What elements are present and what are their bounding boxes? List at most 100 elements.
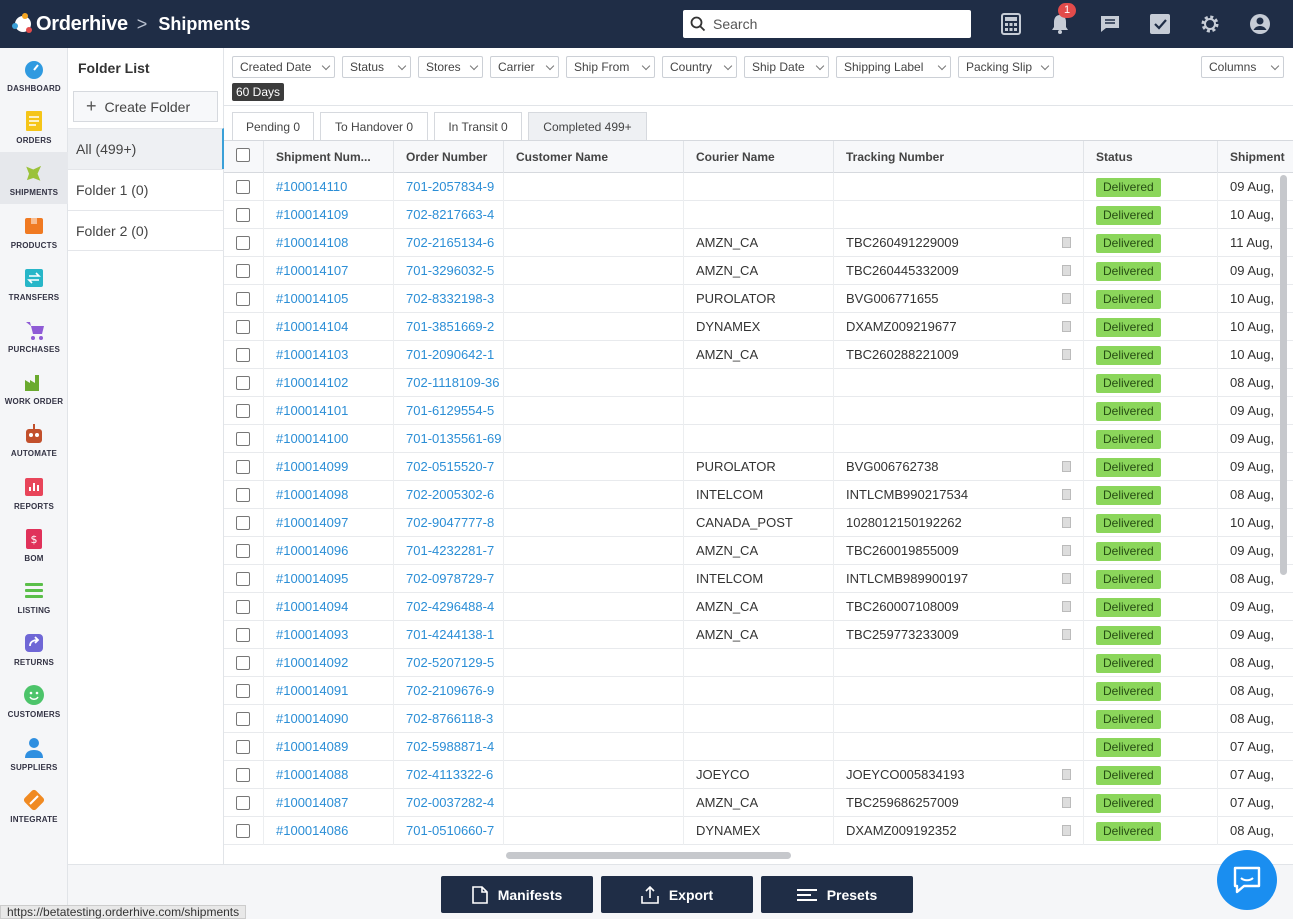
shipment-number-link[interactable]: #100014088 xyxy=(276,767,349,782)
filter-ship-from[interactable]: Ship From xyxy=(566,56,655,78)
tab-pending[interactable]: Pending 0 xyxy=(232,112,314,140)
order-number-link[interactable]: 702-0037282-4 xyxy=(406,795,495,810)
filter-created-date[interactable]: Created Date xyxy=(232,56,335,78)
order-number-link[interactable]: 702-4296488-4 xyxy=(406,599,495,614)
presets-button[interactable]: Presets xyxy=(761,876,913,913)
table-row[interactable]: #100014110 701-2057834-9 Delivered 09 Aug, xyxy=(224,173,1293,201)
copy-icon[interactable] xyxy=(1062,769,1071,780)
filter-stores[interactable]: Stores xyxy=(418,56,483,78)
copy-icon[interactable] xyxy=(1062,601,1071,612)
shipment-number-link[interactable]: #100014101 xyxy=(276,403,349,418)
calculator-icon[interactable] xyxy=(997,10,1025,38)
shipment-number-link[interactable]: #100014094 xyxy=(276,599,349,614)
shipment-number-link[interactable]: #100014095 xyxy=(276,571,349,586)
sidebar-item-returns[interactable]: RETURNS xyxy=(0,622,68,674)
order-number-link[interactable]: 702-4113322-6 xyxy=(406,767,494,782)
copy-icon[interactable] xyxy=(1062,545,1071,556)
order-number-link[interactable]: 701-4244138-1 xyxy=(406,627,495,642)
row-checkbox[interactable] xyxy=(236,376,250,390)
row-checkbox[interactable] xyxy=(236,404,250,418)
sidebar-item-dashboard[interactable]: DASHBOARD xyxy=(0,48,68,100)
row-checkbox[interactable] xyxy=(236,264,250,278)
messages-icon[interactable] xyxy=(1096,10,1124,38)
sidebar-item-reports[interactable]: REPORTS xyxy=(0,466,68,518)
shipment-number-link[interactable]: #100014091 xyxy=(276,683,349,698)
sidebar-item-listing[interactable]: LISTING xyxy=(0,570,68,622)
order-number-link[interactable]: 702-8217663-4 xyxy=(406,207,495,222)
order-number-link[interactable]: 702-1118109-36 xyxy=(406,375,500,390)
table-row[interactable]: #100014101 701-6129554-5 Delivered 09 Aug, xyxy=(224,397,1293,425)
table-row[interactable]: #100014093 701-4244138-1 AMZN_CA TBC2597732… xyxy=(224,621,1293,649)
chat-support-button[interactable] xyxy=(1217,850,1277,910)
shipment-number-link[interactable]: #100014110 xyxy=(276,179,348,194)
table-row[interactable]: #100014094 702-4296488-4 AMZN_CA TBC2600071… xyxy=(224,593,1293,621)
shipment-number-link[interactable]: #100014109 xyxy=(276,207,349,222)
vertical-scrollbar[interactable] xyxy=(1280,175,1287,575)
table-row[interactable]: #100014099 702-0515520-7 PUROLATOR BVG00676… xyxy=(224,453,1293,481)
orderhive-logo[interactable]: Orderhive xyxy=(10,11,128,37)
order-number-link[interactable]: 701-6129554-5 xyxy=(406,403,495,418)
row-checkbox[interactable] xyxy=(236,796,250,810)
shipment-number-link[interactable]: #100014108 xyxy=(276,235,349,250)
table-row[interactable]: #100014086 701-0510660-7 DYNAMEX DXAMZ00919… xyxy=(224,817,1293,845)
filter-shipping-label[interactable]: Shipping Label xyxy=(836,56,951,78)
columns-button[interactable]: Columns xyxy=(1201,56,1284,78)
sidebar-item-bom[interactable]: $ BOM xyxy=(0,518,68,570)
row-checkbox[interactable] xyxy=(236,768,250,782)
table-row[interactable]: #100014102 702-1118109-36 Delivered 08 Aug, xyxy=(224,369,1293,397)
copy-icon[interactable] xyxy=(1062,321,1071,332)
bell-icon[interactable] xyxy=(1046,10,1074,38)
tab-to-handover[interactable]: To Handover 0 xyxy=(320,112,428,140)
order-number-link[interactable]: 702-5988871-4 xyxy=(406,739,495,754)
row-checkbox[interactable] xyxy=(236,544,250,558)
filter-carrier[interactable]: Carrier xyxy=(490,56,559,78)
row-checkbox[interactable] xyxy=(236,320,250,334)
table-row[interactable]: #100014096 701-4232281-7 AMZN_CA TBC2600198… xyxy=(224,537,1293,565)
sidebar-item-customers[interactable]: CUSTOMERS xyxy=(0,674,68,726)
create-folder-button[interactable]: + Create Folder xyxy=(73,91,218,122)
table-row[interactable]: #100014090 702-8766118-3 Delivered 08 Aug, xyxy=(224,705,1293,733)
copy-icon[interactable] xyxy=(1062,797,1071,808)
shipment-number-link[interactable]: #100014105 xyxy=(276,291,349,306)
order-number-link[interactable]: 702-8332198-3 xyxy=(406,291,495,306)
shipment-number-link[interactable]: #100014096 xyxy=(276,543,349,558)
search-input[interactable]: Search xyxy=(683,10,971,38)
copy-icon[interactable] xyxy=(1062,489,1071,500)
column-header[interactable]: Shipment xyxy=(1218,141,1293,173)
order-number-link[interactable]: 701-4232281-7 xyxy=(406,543,495,558)
sidebar-item-products[interactable]: PRODUCTS xyxy=(0,205,68,257)
copy-icon[interactable] xyxy=(1062,573,1071,584)
order-number-link[interactable]: 702-0978729-7 xyxy=(406,571,495,586)
horizontal-scrollbar[interactable] xyxy=(506,852,791,859)
table-row[interactable]: #100014108 702-2165134-6 AMZN_CA TBC2604912… xyxy=(224,229,1293,257)
date-range-chip[interactable]: 60 Days xyxy=(232,83,285,101)
row-checkbox[interactable] xyxy=(236,656,250,670)
row-checkbox[interactable] xyxy=(236,516,250,530)
shipment-number-link[interactable]: #100014107 xyxy=(276,263,349,278)
row-checkbox[interactable] xyxy=(236,740,250,754)
sidebar-item-transfers[interactable]: TRANSFERS xyxy=(0,257,68,309)
table-row[interactable]: #100014098 702-2005302-6 INTELCOM INTLCMB99… xyxy=(224,481,1293,509)
shipment-number-link[interactable]: #100014087 xyxy=(276,795,349,810)
sidebar-item-orders[interactable]: ORDERS xyxy=(0,100,68,152)
table-row[interactable]: #100014109 702-8217663-4 Delivered 10 Aug, xyxy=(224,201,1293,229)
table-row[interactable]: #100014103 701-2090642-1 AMZN_CA TBC2602882… xyxy=(224,341,1293,369)
filter-ship-date[interactable]: Ship Date xyxy=(744,56,829,78)
table-row[interactable]: #100014091 702-2109676-9 Delivered 08 Aug, xyxy=(224,677,1293,705)
shipment-number-link[interactable]: #100014086 xyxy=(276,823,349,838)
order-number-link[interactable]: 702-0515520-7 xyxy=(406,459,495,474)
shipment-number-link[interactable]: #100014104 xyxy=(276,319,349,334)
row-checkbox[interactable] xyxy=(236,236,250,250)
copy-icon[interactable] xyxy=(1062,349,1071,360)
tasks-check-icon[interactable] xyxy=(1146,10,1174,38)
sidebar-item-integrate[interactable]: INTEGRATE xyxy=(0,779,68,831)
order-number-link[interactable]: 701-0135561-69 xyxy=(406,431,502,446)
folder-item-all[interactable]: All (499+) xyxy=(68,128,224,169)
copy-icon[interactable] xyxy=(1062,629,1071,640)
order-number-link[interactable]: 701-2057834-9 xyxy=(406,179,495,194)
table-row[interactable]: #100014089 702-5988871-4 Delivered 07 Aug, xyxy=(224,733,1293,761)
sidebar-item-purchases[interactable]: PURCHASES xyxy=(0,309,68,361)
export-button[interactable]: Export xyxy=(601,876,753,913)
table-row[interactable]: #100014105 702-8332198-3 PUROLATOR BVG00677… xyxy=(224,285,1293,313)
user-account-icon[interactable] xyxy=(1246,10,1274,38)
